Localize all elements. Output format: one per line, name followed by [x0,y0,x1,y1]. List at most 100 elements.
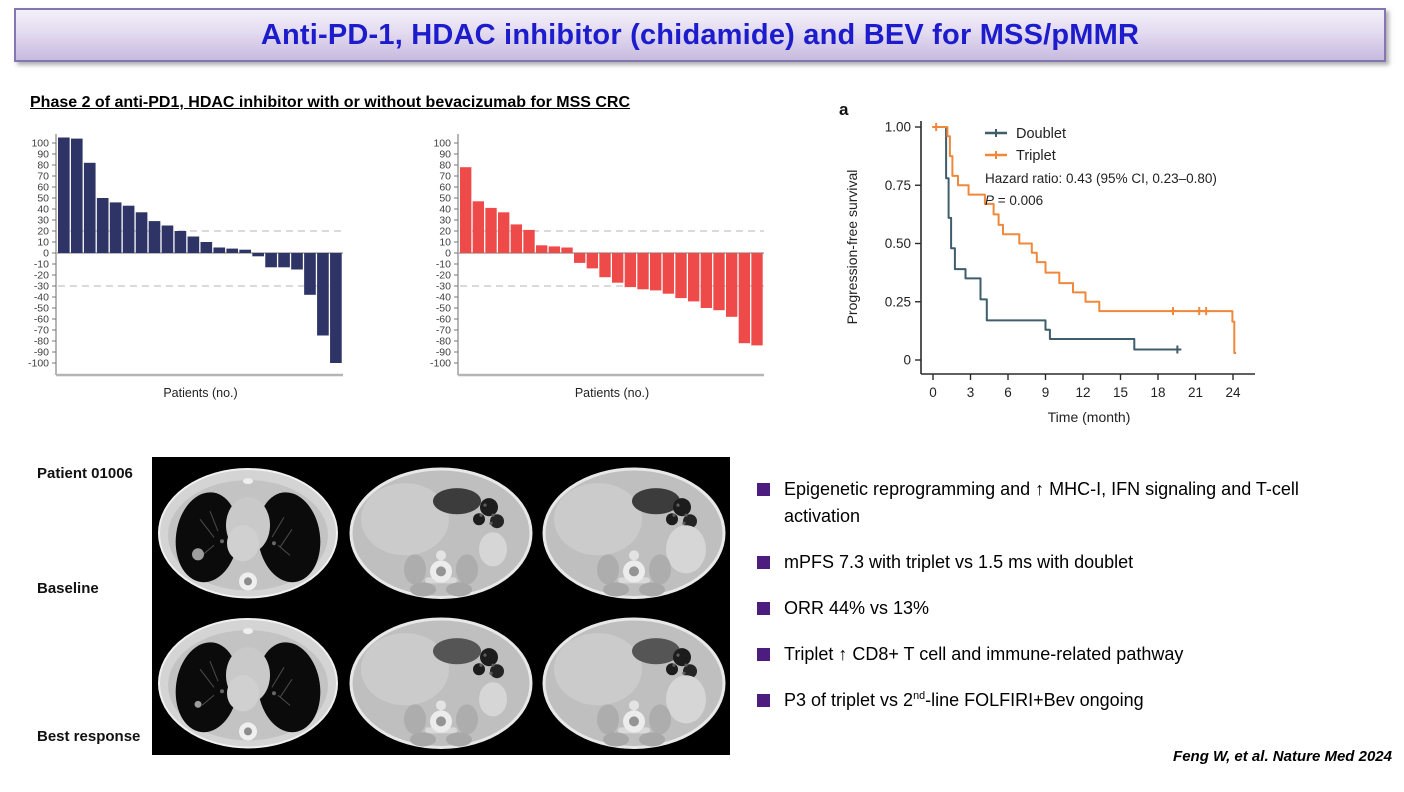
km-survival-plot: a 0 0.25 0.50 0.75 1.00 0 3 6 9 12 15 18 21 24 Progress… [833,95,1285,450]
bar [213,247,226,253]
bar [485,207,497,253]
bar [675,253,687,299]
ct-image-best-response-lung [152,606,344,755]
y-tick-label: -20 [436,270,451,282]
bullet-item: Epigenetic reprogramming and ↑ MHC-I, IF… [757,476,1357,530]
bullet-text: Epigenetic reprogramming and ↑ MHC-I, IF… [784,479,1299,526]
bar [265,253,277,268]
y-tick-label: -80 [34,336,49,348]
y-tick-label: 0.50 [885,236,911,251]
ct-row-label-baseline: Baseline [37,580,99,597]
y-tick-label: -10 [436,259,451,271]
bar [135,212,148,253]
x-tick-label: 0 [929,385,937,400]
bullet-text: Triplet ↑ CD8+ T cell and immune-related… [784,644,1184,664]
bar [161,225,174,253]
y-tick-label: 50 [439,193,451,205]
y-tick-label: 0.75 [885,178,911,193]
y-tick-label: 100 [433,138,451,150]
y-tick-label: 0 [445,248,451,260]
bar [637,253,649,290]
bar [58,137,70,253]
ct-image-baseline-lung [152,457,344,606]
bar [726,253,738,317]
bar [317,253,329,336]
bar [738,253,751,344]
citation: Feng W, et al. Nature Med 2024 [1173,748,1392,765]
title-banner: Anti-PD-1, HDAC inhibitor (chidamide) an… [14,8,1386,62]
y-tick-label: -10 [34,259,49,271]
y-tick-label: -50 [34,303,49,315]
page-title: Anti-PD-1, HDAC inhibitor (chidamide) an… [260,18,1140,51]
bar [599,253,611,278]
y-tick-label: 80 [37,160,49,172]
x-tick-label: 15 [1113,385,1128,400]
bar [148,221,161,253]
bar [83,162,96,253]
bar [510,224,523,253]
bar [612,253,624,283]
bullet-square-icon [757,602,770,615]
legend-label-triplet: Triplet [1016,148,1056,164]
y-tick-label: 70 [439,171,451,183]
y-tick-label: 80 [439,160,451,172]
bar [239,249,252,253]
x-axis-label: Patients (no.) [163,386,237,400]
bars-group [460,167,763,346]
p-value-annotation: P = 0.006 [985,193,1043,208]
y-tick-label: 40 [439,204,451,216]
y-tick-label: 50 [37,193,49,205]
y-tick-label: 90 [439,149,451,161]
figure-subtitle: Phase 2 of anti-PD1, HDAC inhibitor with… [30,94,631,111]
bullet-item: Triplet ↑ CD8+ T cell and immune-related… [757,641,1357,668]
ct-image-baseline-abdomen-1 [345,457,537,606]
bar [574,253,586,263]
y-tick-label: 90 [37,149,49,161]
bar [109,202,122,253]
bar [70,138,83,253]
bullet-text: mPFS 7.3 with triplet vs 1.5 ms with dou… [784,552,1134,572]
bar [662,253,675,294]
bar [330,253,342,363]
bar [96,198,109,253]
x-tick-label: 6 [1004,385,1012,400]
bar [278,253,290,268]
y-tick-label: -60 [34,314,49,326]
x-tick-label: 3 [967,385,975,400]
y-tick-label: -70 [34,325,49,337]
bar [122,205,135,253]
bar [650,253,662,291]
bullet-text: P3 of triplet vs 2nd-line FOLFIRI+Bev on… [784,690,1144,710]
ct-image-baseline-abdomen-2 [538,457,730,606]
y-tick-label: 10 [37,237,49,249]
y-tick-label: 30 [37,215,49,227]
ct-image-best-response-abdomen-2 [538,606,730,755]
bullet-square-icon [757,556,770,569]
waterfall-chart-doublet: 100 90 80 70 60 50 40 30 20 10 0 -10 -20 -30 -40 -50 -60… [16,122,349,419]
y-tick-label: 0 [43,248,49,260]
y-tick-label: 20 [439,226,451,238]
y-tick-label: 40 [37,204,49,216]
bar [226,248,239,253]
x-tick-label: 9 [1042,385,1050,400]
y-tick-label: 100 [31,138,49,150]
y-tick-label: 30 [439,215,451,227]
y-tick-label: -40 [436,292,451,304]
panel-label: a [839,100,849,119]
bullet-text: ORR 44% vs 13% [784,598,930,618]
y-tick-label: 0.25 [885,294,911,309]
y-tick-label: -30 [34,281,49,293]
bullet-item: mPFS 7.3 with triplet vs 1.5 ms with dou… [757,549,1357,576]
bar [498,212,510,253]
bar [586,253,599,269]
bullet-item: P3 of triplet vs 2nd-line FOLFIRI+Bev on… [757,687,1357,714]
bar [200,242,213,253]
bars-group [58,137,342,363]
bar [304,253,316,295]
hazard-ratio-annotation: Hazard ratio: 0.43 (95% CI, 0.23–0.80) [985,171,1217,186]
y-tick-label: -70 [436,325,451,337]
bar [291,253,303,270]
x-tick-label: 21 [1188,385,1203,400]
y-tick-label: 60 [439,182,451,194]
